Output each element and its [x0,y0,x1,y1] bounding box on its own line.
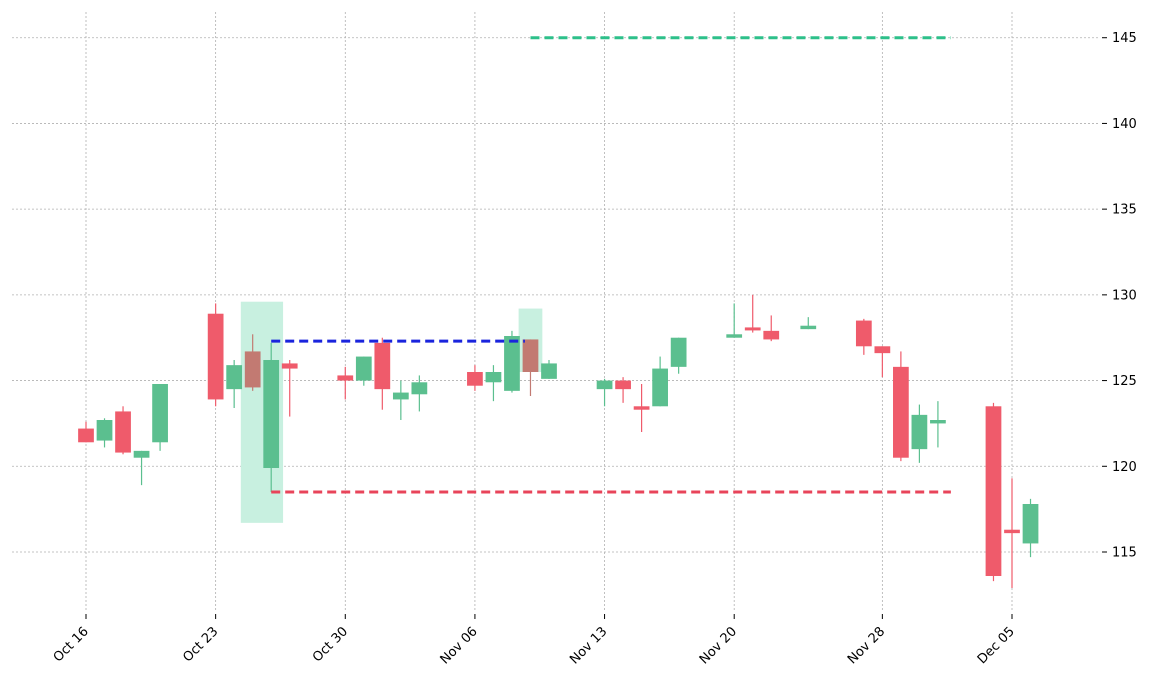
candle-body [355,356,372,381]
candle-body [244,351,261,388]
candle-body [911,414,928,450]
candle-body [726,334,743,338]
candle [615,377,631,403]
candle-body [893,366,909,458]
candle [855,318,872,355]
candle [152,384,168,451]
candle [541,360,557,379]
candle [763,315,780,342]
candle [522,339,539,396]
y-tick-label: 135 [1112,203,1137,218]
candle-body [392,392,409,400]
candle [485,365,502,402]
candle-body [670,337,687,367]
candle [337,366,354,400]
x-tick-label: Dec 05 [975,624,1018,667]
candle-body [652,368,668,407]
candle [263,342,280,492]
y-tick-label: 115 [1112,546,1137,561]
candle [726,303,743,338]
candle [1022,498,1039,558]
candle-body [281,363,298,369]
candle-body [522,339,539,372]
highlight-regions [240,301,543,523]
candle-body [485,372,502,383]
candle-body [1022,504,1039,544]
candle-body [763,330,780,340]
y-tick-label: 125 [1112,374,1137,389]
candle-body [800,325,817,330]
candle [1004,478,1020,588]
candle [893,351,909,462]
candle [392,380,409,420]
candle-body [930,420,946,424]
candle-body [596,380,613,390]
x-tick-label: Nov 20 [697,624,740,667]
candle [874,346,891,378]
candle-body [615,380,631,390]
x-tick-label: Oct 16 [51,624,92,665]
candle [226,360,243,408]
candle [207,303,224,407]
candle-body [152,384,168,443]
grid [12,12,1098,612]
candle [596,378,613,407]
candle-body [985,406,1002,576]
candle [133,450,150,486]
candle-body [78,428,94,443]
candle-body [541,363,557,379]
x-tick-label: Oct 23 [180,624,221,665]
candle [374,337,391,410]
candle [911,404,928,463]
x-tick-label: Nov 13 [567,624,610,667]
candle-body [115,411,131,453]
candle-body [1004,529,1020,534]
candle [744,294,761,333]
candle-body [263,360,280,468]
y-tick-label: 140 [1112,117,1137,132]
candle-body [411,382,428,395]
x-tick-label: Oct 30 [310,624,351,665]
candle-body [337,375,354,381]
candle [633,384,650,432]
y-tick-label: 145 [1112,31,1137,46]
candle [670,337,687,374]
candle [355,356,372,386]
candle-body [374,342,391,390]
candle-body [504,336,520,391]
candle-body [744,327,761,331]
candle [96,418,113,448]
candle-body [226,365,243,390]
candle-body [133,450,150,458]
x-tick-label: Nov 28 [845,624,888,667]
x-tick-label: Nov 06 [438,624,481,667]
candle [244,334,261,391]
candle [411,375,428,412]
candle [985,402,1002,582]
candle-body [855,320,872,347]
candle [467,365,483,391]
candle [78,421,94,443]
candle-body [633,406,650,410]
candle [800,317,817,330]
y-tick-label: 120 [1112,460,1137,475]
level-lines [271,36,951,494]
candle [115,406,131,455]
candle-body [207,313,224,400]
candle [281,360,298,417]
candle [652,356,668,407]
candle-body [874,346,891,354]
candle-body [467,372,483,386]
candle [930,401,946,448]
y-tick-label: 130 [1112,288,1137,303]
candles [78,294,1039,588]
candle-body [96,420,113,441]
